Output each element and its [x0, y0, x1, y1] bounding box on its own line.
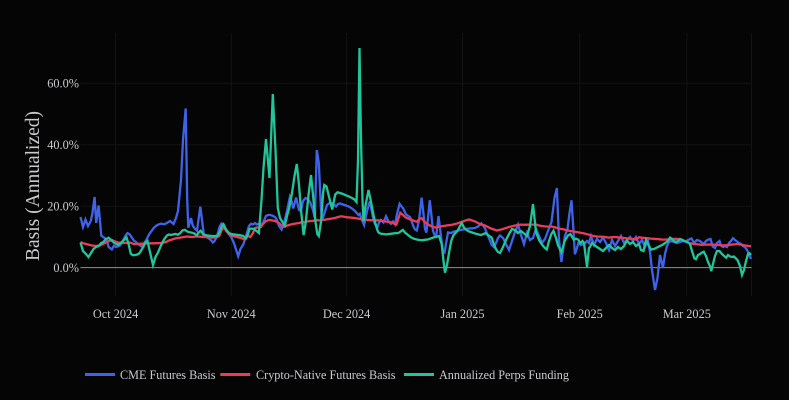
svg-text:Crypto-Native Futures Basis: Crypto-Native Futures Basis: [256, 368, 396, 382]
svg-text:40.0%: 40.0%: [47, 138, 79, 152]
svg-text:Dec 2024: Dec 2024: [323, 307, 370, 321]
svg-text:Jan 2025: Jan 2025: [440, 307, 484, 321]
svg-text:Mar 2025: Mar 2025: [663, 307, 711, 321]
svg-text:Basis (Annualized): Basis (Annualized): [23, 111, 44, 261]
svg-text:Annualized Perps Funding: Annualized Perps Funding: [439, 368, 569, 382]
svg-text:0.0%: 0.0%: [53, 261, 79, 275]
svg-text:60.0%: 60.0%: [47, 77, 79, 91]
svg-text:Nov 2024: Nov 2024: [207, 307, 256, 321]
svg-text:CME Futures Basis: CME Futures Basis: [120, 368, 216, 382]
svg-text:Feb 2025: Feb 2025: [557, 307, 603, 321]
svg-text:20.0%: 20.0%: [47, 200, 79, 214]
svg-text:Oct 2024: Oct 2024: [93, 307, 138, 321]
